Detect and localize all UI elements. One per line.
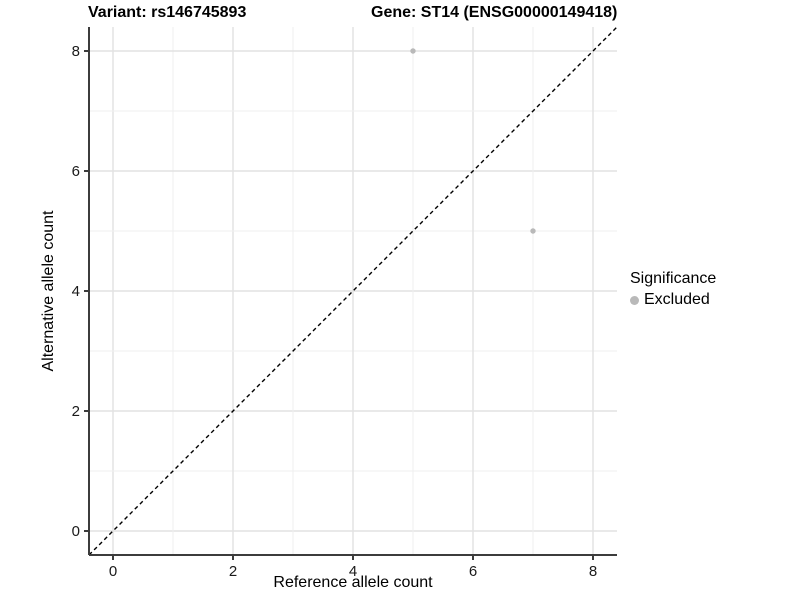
y-tick-label: 6 bbox=[72, 163, 80, 180]
x-tick-label: 2 bbox=[229, 563, 237, 580]
identity-line bbox=[88, 26, 618, 556]
y-tick-label: 8 bbox=[72, 43, 80, 60]
y-tick-label: 0 bbox=[72, 523, 80, 540]
y-tick-label: 2 bbox=[72, 403, 80, 420]
legend-title: Significance bbox=[630, 270, 717, 287]
x-tick-label: 0 bbox=[109, 563, 117, 580]
legend-item-excluded: Excluded bbox=[630, 291, 716, 309]
x-axis-label: Reference allele count bbox=[273, 574, 433, 591]
plot-title-variant: Variant: rs146745893 bbox=[88, 4, 247, 21]
plot-title-gene: Gene: ST14 (ENSG00000149418) bbox=[371, 4, 618, 21]
legend-point-icon bbox=[630, 295, 639, 305]
y-axis-label: Alternative allele count bbox=[40, 210, 57, 372]
x-tick-label: 4 bbox=[349, 563, 357, 580]
data-point bbox=[410, 48, 416, 54]
data-point bbox=[530, 228, 536, 234]
legend: Significance Excluded bbox=[630, 270, 716, 309]
x-tick-label: 6 bbox=[469, 563, 477, 580]
x-tick-label: 8 bbox=[589, 563, 597, 580]
legend-item-label: Excluded bbox=[644, 291, 710, 308]
y-tick-label: 4 bbox=[72, 283, 80, 300]
